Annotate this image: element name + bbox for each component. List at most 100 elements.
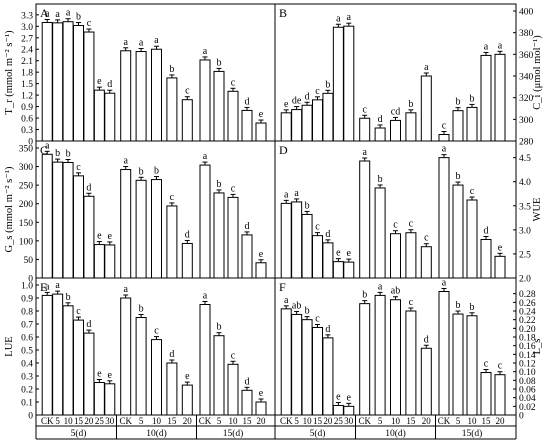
significance-letter: b <box>139 304 144 315</box>
y-tick-label: 50 <box>24 256 34 266</box>
y-tick-label: 0.10 <box>519 368 536 378</box>
x-tick-label: 15 <box>313 416 323 426</box>
significance-letter: b <box>305 200 310 211</box>
bar <box>120 297 132 416</box>
significance-letter: b <box>456 97 461 108</box>
bar <box>73 319 84 416</box>
x-tick-label: 10 <box>303 416 313 426</box>
bar <box>359 117 371 142</box>
significance-letter: b <box>470 302 475 313</box>
bar <box>359 303 371 416</box>
bar <box>480 238 492 279</box>
x-tick-label: 20 <box>496 416 506 426</box>
bar <box>390 299 401 416</box>
bar <box>93 244 105 279</box>
significance-letter: c <box>231 77 236 88</box>
bar <box>120 50 132 142</box>
significance-letter: e <box>259 388 264 399</box>
y-tick-label: 1.5 <box>21 80 33 90</box>
y-tick-label: 0.16 <box>519 342 536 352</box>
y-tick-label: 2.7 <box>21 34 33 44</box>
significance-letter: d <box>245 376 250 387</box>
y-axis-label: G_s (mmol m⁻² s⁻¹) <box>4 166 15 252</box>
bar <box>120 169 132 279</box>
panel-letter: C <box>40 143 48 157</box>
significance-letter: c <box>185 86 190 97</box>
x-tick-label: 10 <box>152 416 162 426</box>
x-tick-label: 5 <box>139 416 144 426</box>
y-tick-label: 380 <box>519 29 534 39</box>
y-axis-label: WUE <box>532 198 543 222</box>
significance-letter: b <box>305 306 310 317</box>
significance-letter: b <box>66 292 71 303</box>
bar <box>452 313 464 416</box>
significance-letter: b <box>470 93 475 104</box>
bar <box>405 112 417 142</box>
x-tick-label: CK <box>41 416 54 426</box>
x-tick-label: CK <box>199 416 212 426</box>
significance-letter: d <box>424 334 429 345</box>
bar <box>466 106 478 142</box>
y-tick-label: 0.2 <box>21 386 33 396</box>
bar <box>181 384 193 416</box>
significance-letter: b <box>217 57 222 68</box>
x-tick-label: 15 <box>74 416 84 426</box>
significance-letter: a <box>203 291 208 302</box>
significance-letter: c <box>231 183 236 194</box>
y-tick-label: 0 <box>28 275 33 285</box>
bar <box>62 305 74 416</box>
y-tick-label: 360 <box>519 51 534 61</box>
significance-letter: b <box>66 148 71 159</box>
bar <box>62 161 74 279</box>
bar <box>322 92 334 142</box>
x-tick-label: 10 <box>229 416 239 426</box>
significance-letter: e <box>97 76 102 87</box>
significance-letter: c <box>154 326 159 337</box>
x-tick-label: CK <box>438 416 451 426</box>
significance-letter: a <box>424 62 429 73</box>
bar <box>420 347 432 416</box>
significance-letter: c <box>231 350 236 361</box>
group-label: 5(d) <box>71 428 87 439</box>
significance-letter: e <box>259 249 264 260</box>
bar <box>93 382 105 416</box>
significance-letter: e <box>336 248 341 259</box>
bar <box>280 112 292 142</box>
bar <box>199 59 211 142</box>
significance-letter: c <box>87 18 92 29</box>
bar <box>166 362 178 416</box>
x-tick-label: 5 <box>217 416 222 426</box>
y-tick-label: 0.02 <box>519 403 536 413</box>
significance-letter: e <box>347 248 352 259</box>
y-tick-label: 0.22 <box>519 316 536 326</box>
bar <box>135 51 147 142</box>
bar <box>343 25 355 142</box>
significance-letter: a <box>294 188 299 199</box>
bar <box>322 337 334 416</box>
x-tick-label: 30 <box>344 416 354 426</box>
panel-F: F00.020.040.060.080.100.120.140.160.180.… <box>274 277 543 422</box>
bar <box>151 179 162 279</box>
bar <box>301 213 313 279</box>
significance-letter: c <box>362 104 367 115</box>
bar <box>83 31 95 142</box>
bar <box>280 202 292 279</box>
bar <box>480 372 492 416</box>
bar <box>255 122 267 142</box>
significance-letter: a <box>203 151 208 162</box>
bar <box>405 232 417 279</box>
y-tick-label: 0.26 <box>519 299 536 309</box>
group-label: 15(d) <box>223 428 244 439</box>
significance-letter: c <box>484 359 489 370</box>
y-tick-label: 0 <box>519 412 524 422</box>
x-tick-label: CK <box>358 416 371 426</box>
y-tick-label: 0.4 <box>21 360 33 370</box>
y-axis-label: T_r (mmol m⁻² s⁻¹) <box>4 30 15 115</box>
bar <box>374 127 386 142</box>
x-tick-label: CK <box>280 416 293 426</box>
significance-letter: b <box>362 290 367 301</box>
significance-letter: b <box>217 322 222 333</box>
y-tick-label: 0.18 <box>519 334 536 344</box>
x-tick-label: 25 <box>334 416 344 426</box>
